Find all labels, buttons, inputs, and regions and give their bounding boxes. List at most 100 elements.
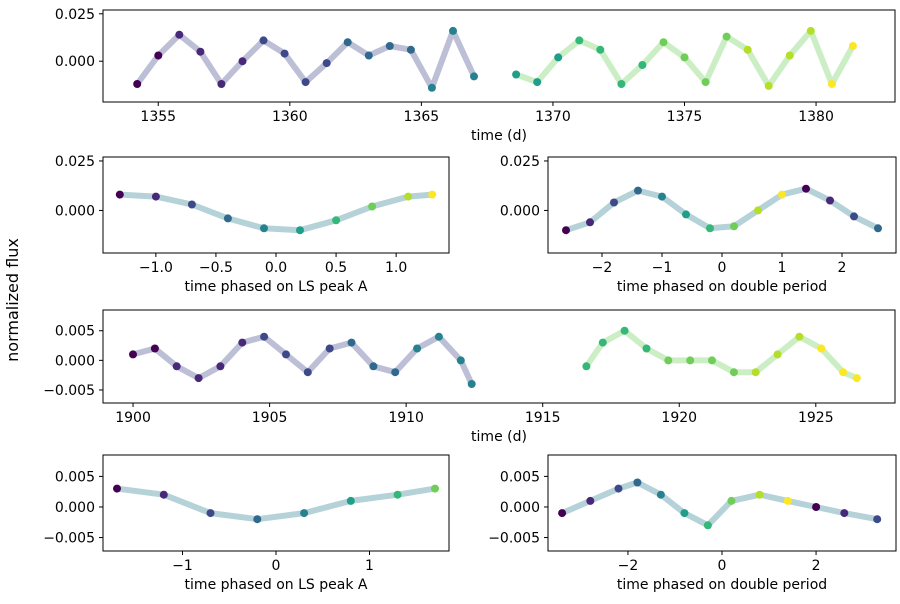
data-point xyxy=(303,368,312,377)
x-tick-label: 1925 xyxy=(798,410,834,426)
data-point xyxy=(196,47,205,56)
data-point xyxy=(391,368,400,377)
data-point xyxy=(216,362,225,371)
data-point xyxy=(785,51,794,60)
y-tick-label: 0.005 xyxy=(500,469,540,485)
data-point xyxy=(133,80,142,88)
data-point xyxy=(253,515,262,524)
data-point xyxy=(575,36,584,45)
data-point xyxy=(301,78,310,87)
series-p1-1 xyxy=(133,26,478,92)
x-tick-label: 0 xyxy=(718,558,727,574)
panel-p3: −2 −1 0 1 2 0.000 0.025 time phased on double p… xyxy=(500,154,897,295)
x-tick-label: 1375 xyxy=(667,109,703,125)
y-tick-label: −0.005 xyxy=(43,383,95,399)
data-point xyxy=(586,496,595,505)
data-points-p3 xyxy=(562,184,882,235)
data-point xyxy=(826,196,834,205)
x-tick-label: −2 xyxy=(618,558,639,574)
data-point xyxy=(282,350,290,359)
data-point xyxy=(369,362,378,371)
data-point xyxy=(427,83,436,92)
data-point xyxy=(764,81,773,90)
x-tick-label: 1365 xyxy=(404,109,440,125)
data-point xyxy=(638,61,647,69)
data-point xyxy=(664,356,673,365)
y-tick-label: 0.025 xyxy=(55,7,95,23)
x-tick-label: 0 xyxy=(718,260,727,276)
x-tick-label: 1 xyxy=(778,260,787,276)
data-point xyxy=(614,484,623,493)
series-p5-1 xyxy=(113,484,439,524)
data-point xyxy=(727,496,736,505)
series-p3-1 xyxy=(562,184,882,235)
x-axis-label-p4: time (d) xyxy=(471,429,527,445)
series-p4-2 xyxy=(582,326,861,383)
data-point xyxy=(806,26,815,35)
data-point xyxy=(175,30,184,39)
data-point xyxy=(259,36,268,45)
data-point xyxy=(194,374,203,383)
data-point xyxy=(260,332,269,341)
x-tick-label: 1 xyxy=(365,558,374,574)
x-tick-label: 1915 xyxy=(525,410,561,426)
data-point xyxy=(586,218,594,227)
data-point xyxy=(840,509,849,518)
panel-p2: −1.0 −0.5 0.0 0.5 1.0 0.000 0.025 time phased o… xyxy=(55,154,450,295)
data-point xyxy=(701,78,710,87)
x-axis-label-p1: time (d) xyxy=(471,128,527,144)
panel-p5: −1 0 1 −0.005 0.000 0.005 time phased on LS pe… xyxy=(43,454,450,593)
y-tick-label: −0.005 xyxy=(43,531,95,547)
data-point xyxy=(300,509,309,518)
data-point xyxy=(449,26,457,35)
data-point xyxy=(113,484,121,493)
data-points-p5 xyxy=(113,484,439,524)
axes-frame-p1 xyxy=(102,9,896,103)
data-point xyxy=(456,356,465,365)
axes-frame-p3 xyxy=(547,156,897,254)
data-point xyxy=(634,186,642,195)
data-point xyxy=(238,57,247,66)
data-point xyxy=(172,362,181,371)
x-tick-label: −0.5 xyxy=(199,260,233,276)
x-tick-label: 1380 xyxy=(798,109,834,125)
data-points-p2 xyxy=(115,190,437,235)
data-point xyxy=(368,202,377,211)
series-p2-1 xyxy=(115,190,437,235)
y-tick-label: −0.005 xyxy=(488,531,540,547)
data-point xyxy=(617,80,626,88)
axes-frame-p6 xyxy=(547,454,897,552)
data-point xyxy=(238,338,247,347)
data-point xyxy=(206,509,215,518)
data-point xyxy=(730,222,738,231)
x-tick-label: 1355 xyxy=(140,109,176,125)
x-tick-label: −1 xyxy=(172,558,193,574)
data-point xyxy=(325,344,334,353)
x-tick-label: 0 xyxy=(272,558,281,574)
x-tick-label: 1370 xyxy=(535,109,571,125)
y-tick-label: 0.000 xyxy=(500,203,540,219)
data-point xyxy=(633,478,642,487)
series-band-p6-1 xyxy=(559,479,881,529)
data-point xyxy=(187,200,196,209)
y-tick-label: 0.000 xyxy=(500,500,540,516)
data-point xyxy=(743,45,752,54)
x-tick-label: −1 xyxy=(652,260,673,276)
data-point xyxy=(706,224,714,233)
data-point xyxy=(802,184,810,193)
figure-ylabel: normalized flux xyxy=(3,238,22,362)
data-point xyxy=(850,212,858,221)
panel-p1: 1355 1360 1365 1370 1375 1380 0.000 0.025 time (… xyxy=(55,7,896,144)
x-axis-label-p6: time phased on double period xyxy=(617,577,827,593)
data-point xyxy=(795,332,804,341)
data-point xyxy=(385,42,394,50)
data-point xyxy=(817,344,826,353)
data-point xyxy=(686,356,695,365)
data-point xyxy=(656,490,665,499)
y-tick-label: 0.000 xyxy=(55,500,95,516)
data-point xyxy=(852,374,861,383)
x-tick-label: 2 xyxy=(812,558,821,574)
data-point xyxy=(223,214,232,223)
x-tick-label: 0.0 xyxy=(265,260,287,276)
